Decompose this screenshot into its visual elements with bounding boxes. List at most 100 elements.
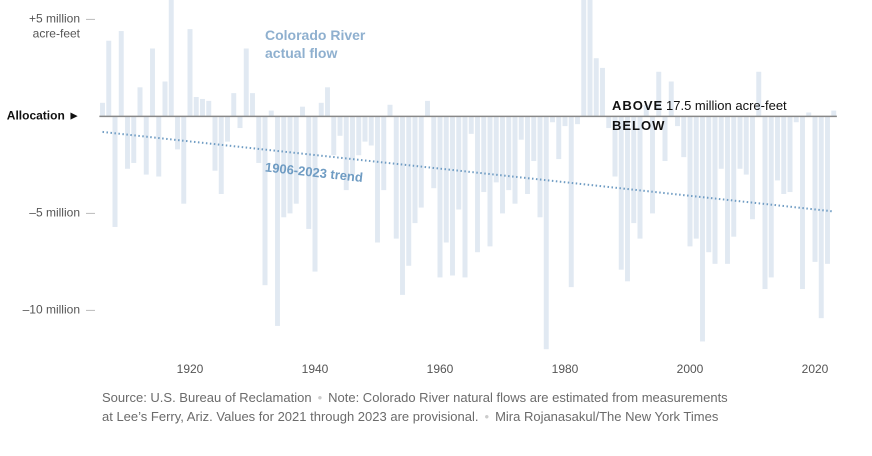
bar [356, 116, 362, 156]
bar [200, 98, 205, 117]
bar [243, 48, 249, 117]
bar [743, 116, 749, 175]
footnote: Source: U.S. Bureau of Reclamation • Note:… [102, 388, 742, 426]
bar [456, 116, 462, 210]
bar [781, 116, 787, 194]
y-tick-label: Allocation ► [7, 109, 80, 123]
bar [756, 71, 762, 117]
bar [481, 116, 487, 193]
bar [443, 116, 449, 243]
bar [375, 116, 380, 243]
bar [681, 116, 687, 158]
bar [550, 116, 555, 123]
bar [262, 116, 268, 286]
bar [643, 104, 649, 117]
bar [268, 110, 274, 117]
bar [318, 102, 324, 117]
bar [525, 116, 530, 194]
bar [606, 116, 612, 129]
bar [150, 48, 155, 117]
bar [568, 116, 574, 288]
bar [287, 116, 293, 214]
bar [281, 116, 287, 218]
bar [487, 116, 493, 247]
bar [231, 93, 237, 117]
series-label: Colorado River actual flow [265, 27, 366, 61]
bar [350, 116, 355, 175]
bar [100, 102, 105, 117]
bar [518, 116, 524, 140]
below-label: BELOW [612, 118, 665, 133]
bar [331, 116, 337, 156]
bar [475, 116, 480, 253]
x-tick-label: 2000 [677, 362, 704, 376]
bar [593, 58, 599, 117]
bar [431, 116, 437, 189]
bar [181, 116, 187, 204]
bar [275, 116, 280, 326]
y-tick-label: –5 million [29, 206, 80, 220]
bar [462, 116, 468, 278]
bar [793, 116, 799, 123]
bar [831, 110, 837, 117]
bar [575, 116, 580, 125]
bar [343, 116, 349, 191]
bar [168, 0, 174, 117]
bar [250, 93, 255, 117]
trend-line [102, 130, 834, 213]
bar [537, 116, 543, 218]
bar [631, 116, 637, 224]
bar [812, 116, 818, 262]
bar [731, 116, 737, 237]
bar [306, 116, 312, 229]
bar [500, 116, 505, 214]
x-tick-label: 1980 [552, 362, 579, 376]
bar [762, 116, 768, 290]
bar [187, 29, 193, 117]
bar [393, 116, 399, 239]
bar [775, 116, 780, 181]
chart: +5 million Allocation ► –5 million –10 mill… [7, 0, 837, 376]
y-tick-label: +5 million [29, 12, 80, 26]
bar [256, 116, 262, 163]
bar [137, 87, 143, 117]
bar [612, 116, 618, 177]
bar [581, 0, 587, 117]
bar [106, 40, 112, 117]
bar [450, 116, 455, 276]
bar [675, 116, 680, 127]
bar [412, 116, 418, 224]
bar [400, 116, 405, 295]
bar [587, 0, 593, 117]
bar [362, 116, 368, 142]
x-tick-label: 1960 [427, 362, 454, 376]
bar [650, 116, 655, 214]
bar [556, 116, 562, 160]
bar [750, 116, 755, 220]
bar [493, 116, 499, 183]
bar [543, 116, 549, 350]
bar [600, 67, 605, 117]
bar [368, 116, 374, 146]
bar [337, 116, 343, 136]
bar [531, 116, 537, 162]
bar [325, 87, 330, 117]
bars [100, 0, 837, 350]
bar [225, 116, 230, 142]
bar [193, 97, 199, 117]
bar [700, 116, 705, 342]
bar [312, 116, 318, 272]
bar [706, 116, 712, 253]
bar [418, 116, 424, 208]
bar [218, 116, 224, 194]
bar [712, 116, 718, 264]
y-unit: acre-feet [33, 27, 81, 41]
bar [512, 116, 518, 204]
bar [737, 116, 743, 169]
bar [625, 116, 630, 282]
bar [818, 116, 824, 319]
bar [237, 116, 243, 129]
note: Mira Rojanasakul/The New York Times [495, 409, 719, 424]
bar [800, 116, 805, 290]
